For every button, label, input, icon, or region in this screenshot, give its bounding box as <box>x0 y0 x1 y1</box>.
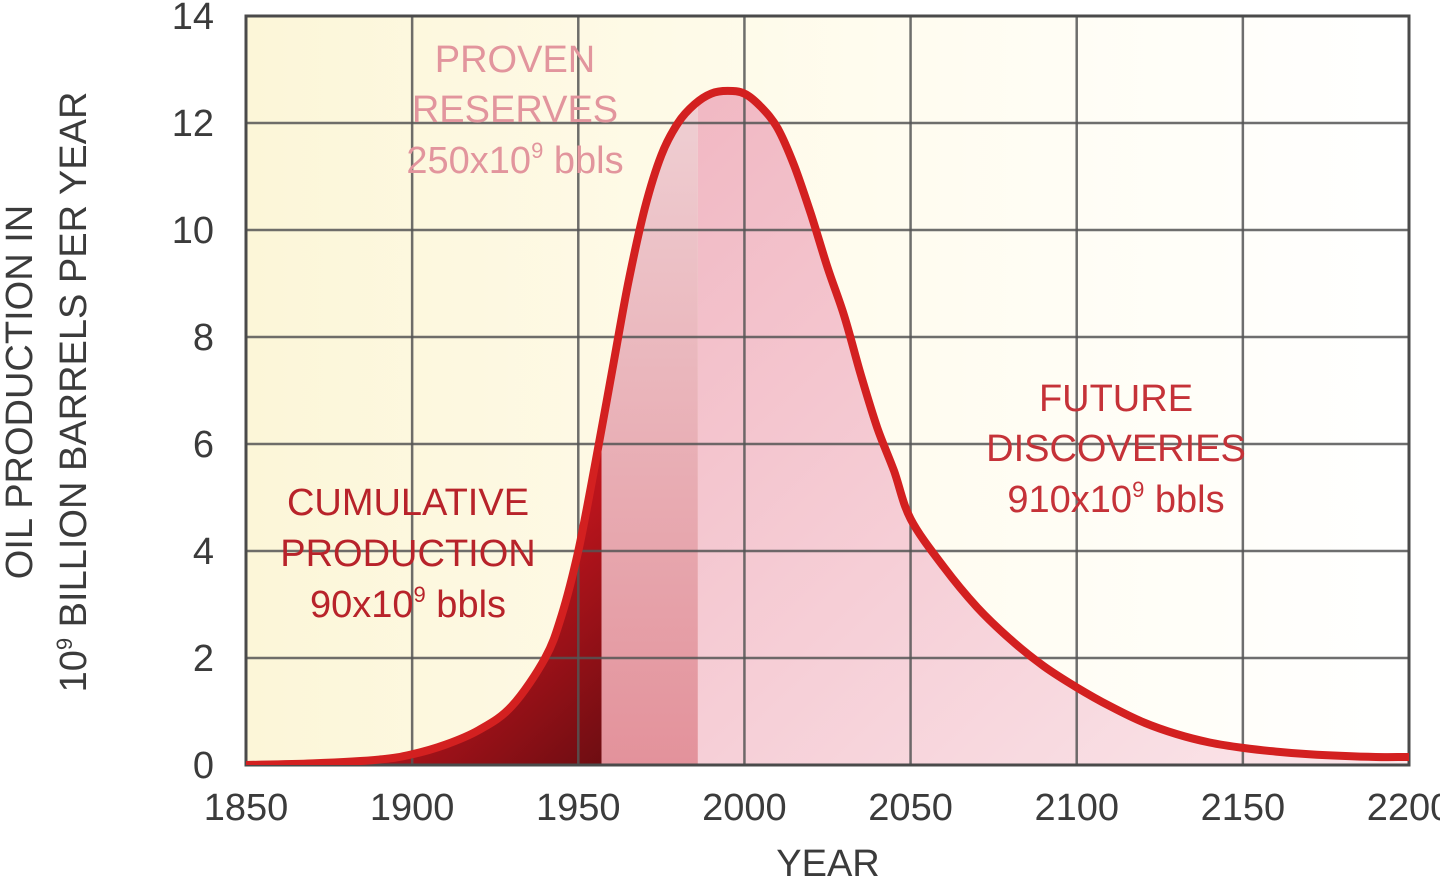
area-fills <box>246 90 1409 765</box>
svg-text:OIL PRODUCTION IN: OIL PRODUCTION IN <box>0 205 41 579</box>
y-tick-label-0: 0 <box>193 745 214 787</box>
proven-amount: 250x109 bbls <box>406 138 623 182</box>
x-tick-label-2100: 2100 <box>1034 787 1119 829</box>
y-tick-label-2: 2 <box>193 638 214 680</box>
x-tick-label-2000: 2000 <box>702 787 787 829</box>
x-axis-label: YEAR <box>776 843 879 881</box>
future-title-line-1: FUTURE <box>1039 378 1193 420</box>
future-discoveries-region <box>697 90 1409 765</box>
proven-reserves-annotation: PROVEN RESERVES 250x109 bbls <box>406 39 623 182</box>
x-tick-label-1900: 1900 <box>370 787 455 829</box>
proven-reserves-region <box>601 102 698 765</box>
cumulative-title-line-1: CUMULATIVE <box>287 482 529 524</box>
y-tick-label-6: 6 <box>193 424 214 466</box>
cumulative-title-line-2: PRODUCTION <box>280 533 535 575</box>
proven-title-line-2: RESERVES <box>412 89 618 131</box>
cumulative-amount: 90x109 bbls <box>310 582 506 626</box>
x-tick-label-2050: 2050 <box>868 787 953 829</box>
grid-lines <box>246 16 1409 765</box>
svg-text:109 BILLION BARRELS PER YEAR: 109 BILLION BARRELS PER YEAR <box>52 92 95 693</box>
y-axis-label: OIL PRODUCTION IN 109 BILLION BARRELS PE… <box>0 92 95 693</box>
proven-title-line-1: PROVEN <box>435 39 595 81</box>
cumulative-production-region <box>246 429 602 765</box>
y-tick-label-14: 14 <box>172 0 214 38</box>
y-tick-label-8: 8 <box>193 317 214 359</box>
y-tick-label-12: 12 <box>172 103 214 145</box>
future-amount: 910x109 bbls <box>1007 477 1224 521</box>
x-tick-label-1850: 1850 <box>204 787 289 829</box>
y-tick-labels: 0 2 4 6 8 10 12 14 <box>172 0 214 787</box>
cumulative-production-annotation: CUMULATIVE PRODUCTION 90x109 bbls <box>280 482 535 626</box>
production-curve-group <box>246 86 1409 765</box>
plot-frame <box>244 14 1411 767</box>
production-curve <box>246 86 1409 765</box>
x-tick-label-2150: 2150 <box>1201 787 1286 829</box>
y-tick-label-4: 4 <box>193 531 214 573</box>
future-discoveries-annotation: FUTURE DISCOVERIES 910x109 bbls <box>986 378 1246 521</box>
y-tick-label-10: 10 <box>172 210 214 252</box>
future-title-line-2: DISCOVERIES <box>986 428 1246 470</box>
x-tick-label-1950: 1950 <box>536 787 621 829</box>
